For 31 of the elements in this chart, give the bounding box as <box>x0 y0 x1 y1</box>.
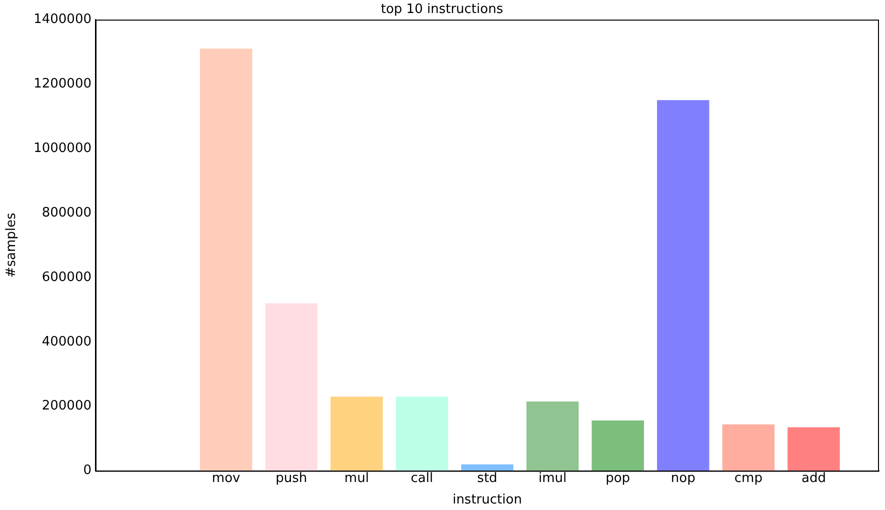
x-tick-label: push <box>276 470 308 486</box>
x-tick-label: cmp <box>734 470 762 486</box>
x-tick-label: nop <box>670 470 696 486</box>
bar <box>592 420 644 471</box>
chart-title: top 10 instructions <box>380 2 504 18</box>
x-axis-title: instruction <box>452 492 522 508</box>
bar <box>722 424 775 471</box>
bar <box>657 100 710 471</box>
y-tick-label: 1200000 <box>34 76 92 92</box>
x-tick-label: imul <box>538 470 567 486</box>
x-tick-label: call <box>410 470 434 486</box>
y-tick-label: 800000 <box>42 205 92 220</box>
bar <box>788 427 840 471</box>
x-tick-label: mov <box>212 470 241 486</box>
bar <box>330 396 383 471</box>
y-axis-title: #samples <box>4 212 20 278</box>
x-tick-label: pop <box>606 470 630 486</box>
y-tick-label: 1400000 <box>34 12 92 27</box>
bar <box>526 402 579 471</box>
bar <box>200 48 252 471</box>
x-tick-label: add <box>801 470 826 486</box>
bar <box>461 464 514 471</box>
bar <box>396 396 448 471</box>
x-tick-label: std <box>477 470 498 486</box>
y-tick-label: 400000 <box>42 334 92 350</box>
y-tick-label: 0 <box>83 463 92 478</box>
y-tick-label: 200000 <box>42 398 92 414</box>
x-tick-label: mul <box>344 470 369 486</box>
y-tick-label: 1000000 <box>34 140 92 156</box>
y-tick-label: 600000 <box>42 270 92 285</box>
bar <box>265 303 318 471</box>
